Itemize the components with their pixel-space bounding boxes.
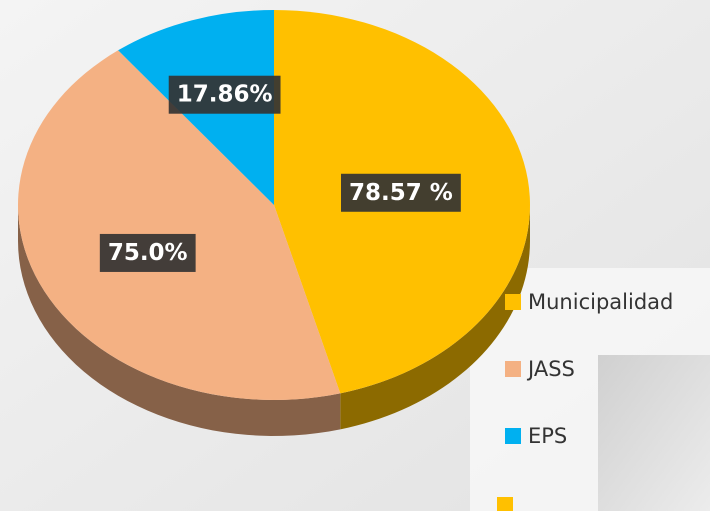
legend-swatch xyxy=(505,361,521,377)
data-label: 17.86% xyxy=(177,82,273,108)
legend-label: EPS xyxy=(528,424,567,448)
legend-swatch xyxy=(505,428,521,444)
data-label-box xyxy=(168,75,281,114)
slice-side xyxy=(18,205,341,436)
legend-shadow xyxy=(598,355,710,511)
data-label-box xyxy=(99,233,196,272)
legend: Municipalidad JASS EPS xyxy=(497,290,673,511)
data-label: 75.0% xyxy=(108,240,188,266)
data-label-box xyxy=(340,173,461,212)
slice xyxy=(18,50,341,400)
pie: 78.57 % 75.0% 17.86% xyxy=(18,10,530,436)
slice-side xyxy=(340,205,530,430)
legend-label: JASS xyxy=(526,357,575,381)
legend-swatch xyxy=(497,497,513,511)
legend-swatch xyxy=(505,294,521,310)
data-label: 78.57 % xyxy=(349,180,453,206)
legend-label: Municipalidad xyxy=(528,290,673,314)
